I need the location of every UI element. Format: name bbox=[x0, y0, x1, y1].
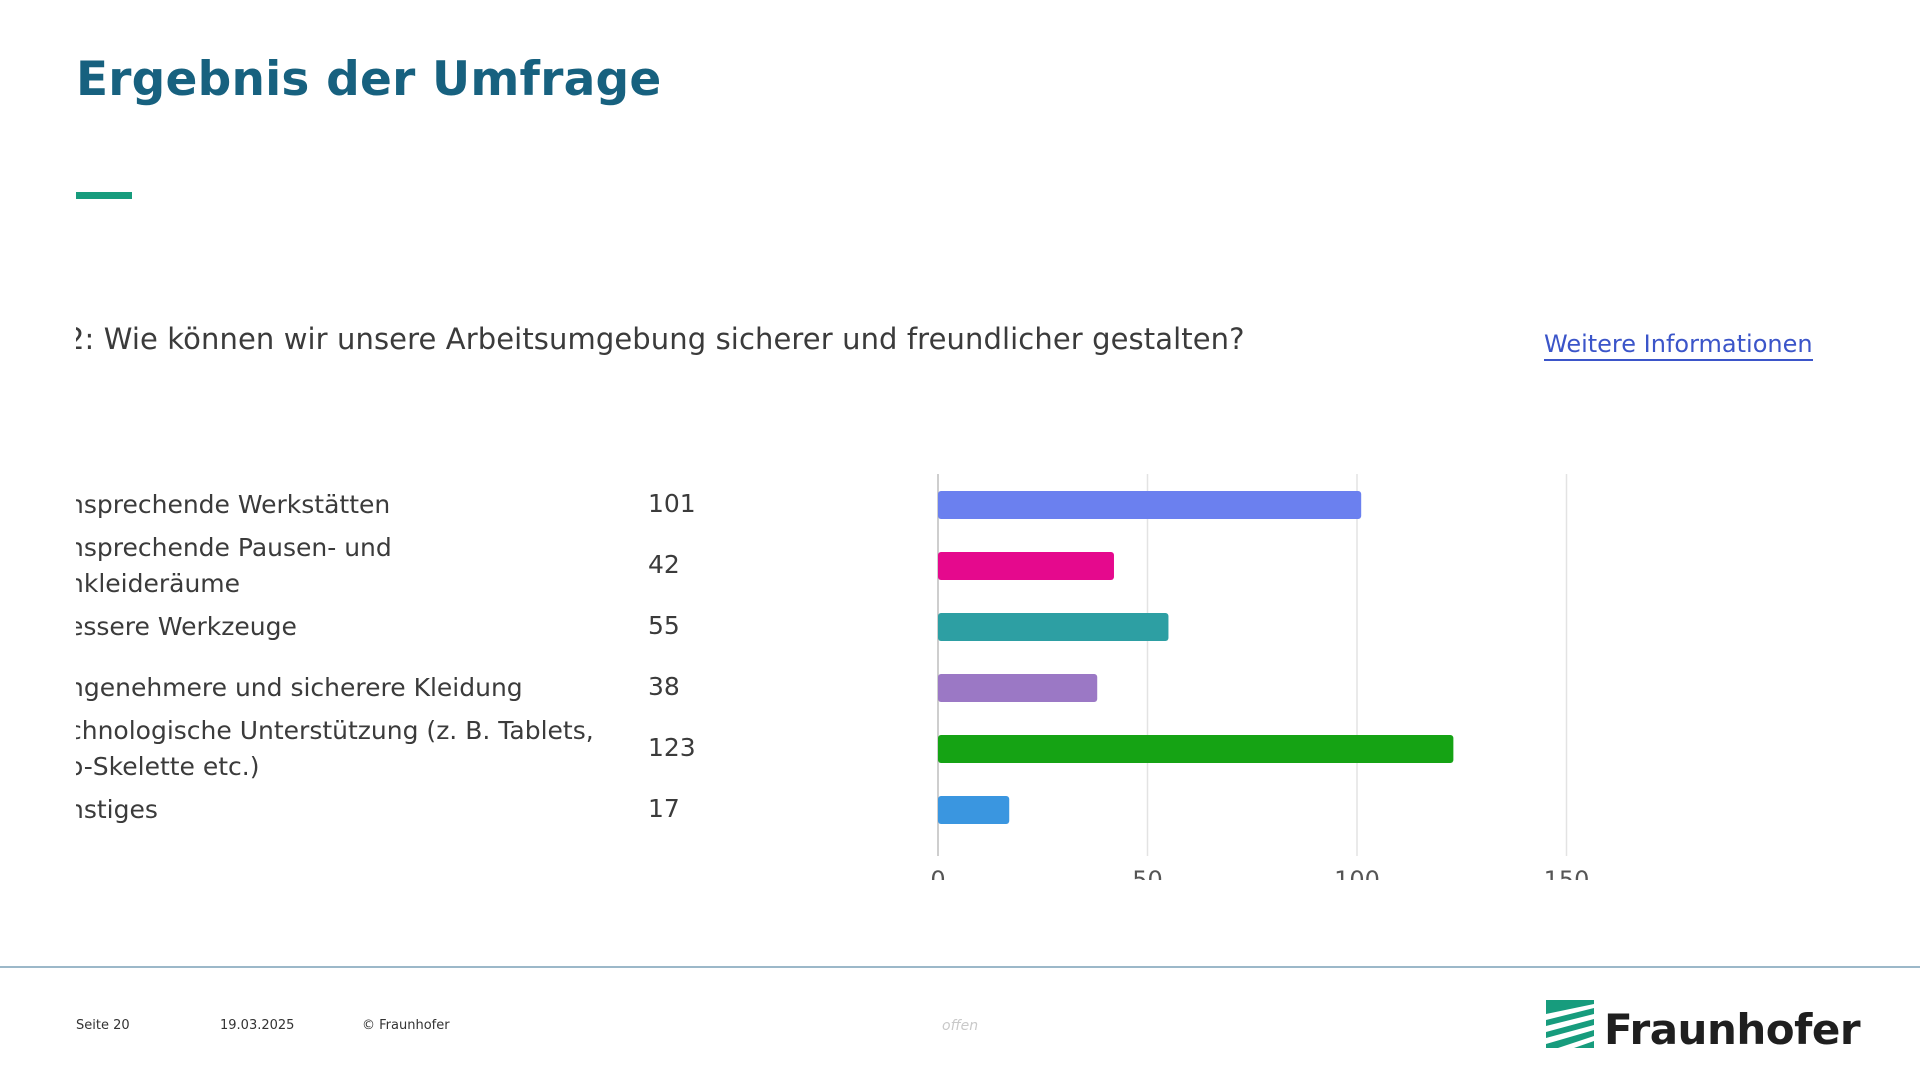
x-tick-label: 100 bbox=[1334, 866, 1380, 880]
category-label: nstiges bbox=[76, 795, 158, 824]
footer-divider bbox=[0, 966, 1920, 968]
bar-4[interactable] bbox=[938, 735, 1454, 763]
x-tick-label: 50 bbox=[1132, 866, 1163, 880]
response-count: 17 bbox=[648, 794, 680, 823]
footer-page-number: Seite 20 bbox=[76, 1018, 130, 1033]
survey-result-panel: 2: Wie können wir unsere Arbeitsumgebung… bbox=[76, 300, 1836, 880]
fraunhofer-logo-icon bbox=[1546, 1000, 1594, 1048]
fraunhofer-logo-text: Fraunhofer bbox=[1604, 1005, 1861, 1054]
footer-date: 19.03.2025 bbox=[220, 1018, 295, 1033]
response-count: 123 bbox=[648, 733, 696, 762]
more-information-link[interactable]: Weitere Informationen bbox=[1544, 330, 1813, 361]
x-tick-label: 0 bbox=[930, 866, 945, 880]
response-count: 38 bbox=[648, 672, 680, 701]
category-label: nsprechende Werkstätten bbox=[76, 490, 391, 519]
response-count: 55 bbox=[648, 611, 680, 640]
bar-0[interactable] bbox=[938, 491, 1362, 519]
slide-title: Ergebnis der Umfrage bbox=[76, 52, 662, 107]
bar-3[interactable] bbox=[938, 674, 1098, 702]
category-label: chnologische Unterstützung (z. B. Tablet… bbox=[76, 716, 594, 781]
title-accent-bar bbox=[76, 192, 132, 199]
bar-5[interactable] bbox=[938, 796, 1010, 824]
footer-classification: offen bbox=[942, 1018, 979, 1034]
footer-copyright: © Fraunhofer bbox=[362, 1018, 450, 1033]
bar-1[interactable] bbox=[938, 552, 1114, 580]
category-label: ngenehmere und sicherere Kleidung bbox=[76, 673, 523, 702]
response-count: 42 bbox=[648, 550, 680, 579]
x-tick-label: 150 bbox=[1544, 866, 1590, 880]
results-bar-chart: 0 50 100 150 bbox=[930, 474, 1590, 880]
bar-2[interactable] bbox=[938, 613, 1169, 641]
question-text: 2: Wie können wir unsere Arbeitsumgebung… bbox=[76, 322, 1245, 356]
response-count: 101 bbox=[648, 489, 696, 518]
category-label: essere Werkzeuge bbox=[76, 612, 297, 641]
category-label: nsprechende Pausen- und nkleideräume bbox=[76, 533, 392, 598]
